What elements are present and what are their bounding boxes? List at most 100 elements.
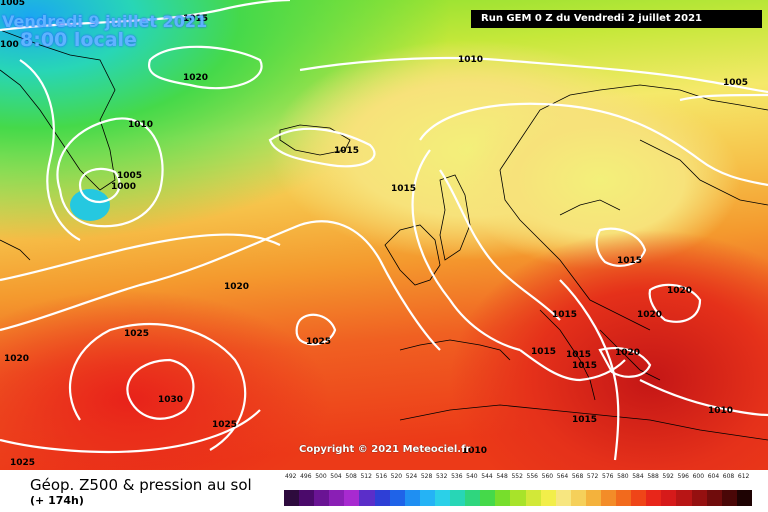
color-scale-label: 504 xyxy=(330,473,342,480)
color-scale-bar xyxy=(284,490,752,506)
isobar-label: 1010 xyxy=(128,120,153,130)
forecast-date: Vendredi 9 juillet 2021 xyxy=(2,12,208,31)
color-scale-label: 592 xyxy=(662,473,674,480)
chart-title: Géop. Z500 & pression au sol xyxy=(30,476,252,494)
color-scale-swatch xyxy=(631,490,647,506)
color-scale-labels: 492 496 500 504 508 512 516 520 524 528 532 536 540 5… xyxy=(284,473,752,483)
isobar-label: 1005 xyxy=(0,0,25,8)
color-scale-label: 608 xyxy=(722,473,735,480)
coastlines xyxy=(0,29,768,441)
color-scale-swatch xyxy=(691,490,707,506)
model-run-info: Run GEM 0 Z du Vendredi 2 juillet 2021 xyxy=(471,10,762,28)
isobar-label: 1025 xyxy=(124,329,149,339)
isobar-label: 1015 xyxy=(617,256,642,266)
weather-map: 1015 1010 1005 1020 1010 1005 1000 1015 … xyxy=(0,0,768,470)
color-scale-label: 492 xyxy=(285,473,297,480)
forecast-local-time: 8:00 locale xyxy=(20,29,137,51)
isobar-label: 1015 xyxy=(572,361,597,371)
isobar-label: 1025 xyxy=(212,420,237,430)
isobar-label: 1010 xyxy=(708,406,733,416)
isobar-label: 1015 xyxy=(334,146,359,156)
color-scale-label: 540 xyxy=(466,473,478,480)
isobar-label: 1020 xyxy=(183,73,208,83)
color-scale-label: 528 xyxy=(420,473,433,480)
isobar-label: 1000 xyxy=(111,182,136,192)
isobar-label: 1015 xyxy=(552,310,577,320)
color-scale-label: 536 xyxy=(451,473,463,480)
color-scale-swatch xyxy=(434,490,451,506)
isobar-label: 1025 xyxy=(306,337,331,347)
color-scale-label: 496 xyxy=(300,473,312,480)
isobar-label: 100 xyxy=(0,40,19,50)
color-scale-swatch xyxy=(374,490,390,506)
isobar-labels: 1015 1010 1005 1020 1010 1005 1000 1015 … xyxy=(0,0,748,468)
color-scale-swatch xyxy=(570,490,586,506)
color-scale-label: 568 xyxy=(571,473,584,480)
color-scale-label: 588 xyxy=(647,473,659,480)
color-scale: 492 496 500 504 508 512 516 520 524 528 532 536 540 5… xyxy=(284,473,752,507)
color-scale-swatch xyxy=(721,490,737,506)
color-scale-swatch xyxy=(646,490,662,506)
color-scale-swatch xyxy=(329,490,345,506)
color-scale-label: 552 xyxy=(511,473,523,480)
color-scale-label: 572 xyxy=(586,473,599,480)
isobar-label: 1020 xyxy=(615,348,640,358)
isobar-label: 1030 xyxy=(158,395,183,405)
color-scale-label: 500 xyxy=(315,473,327,480)
isobar-label: 1020 xyxy=(224,282,249,292)
color-scale-label: 612 xyxy=(737,473,750,480)
color-scale-label: 600 xyxy=(692,473,705,480)
color-scale-swatch xyxy=(736,490,752,506)
color-scale-swatch xyxy=(525,490,541,506)
color-scale-label: 556 xyxy=(526,473,538,480)
isobar-label: 1015 xyxy=(183,14,208,24)
color-scale-swatch xyxy=(585,490,601,506)
color-scale-swatch xyxy=(389,490,405,506)
color-scale-label: 596 xyxy=(677,473,689,480)
isobar-lines xyxy=(0,0,768,460)
color-scale-swatch xyxy=(600,490,617,506)
color-scale-label: 580 xyxy=(617,473,629,480)
color-scale-swatch xyxy=(419,490,435,506)
isobar-label: 1020 xyxy=(637,310,662,320)
color-scale-swatch xyxy=(404,490,420,506)
color-scale-label: 564 xyxy=(556,473,569,480)
color-scale-label: 512 xyxy=(360,473,372,480)
isobar-label: 1025 xyxy=(10,458,35,468)
color-scale-label: 604 xyxy=(707,473,720,480)
isobar-label: 1020 xyxy=(4,354,29,364)
color-scale-swatch xyxy=(465,490,481,506)
color-scale-swatch xyxy=(450,490,466,506)
copyright-text: Copyright © 2021 Meteociel.fr xyxy=(299,444,471,455)
isobar-label: 1010 xyxy=(462,446,487,456)
color-scale-swatch xyxy=(480,490,496,506)
color-scale-swatch xyxy=(284,490,300,506)
color-scale-label: 516 xyxy=(375,473,388,480)
color-scale-swatch xyxy=(359,490,375,506)
color-scale-label: 524 xyxy=(405,473,418,480)
color-scale-swatch xyxy=(314,490,330,506)
color-scale-swatch xyxy=(555,490,571,506)
color-scale-swatch xyxy=(510,490,526,506)
isobar-label: 1015 xyxy=(572,415,597,425)
geopotential-field: 1015 1010 1005 1020 1010 1005 1000 1015 … xyxy=(0,0,768,470)
color-scale-label: 548 xyxy=(496,473,508,480)
isobar-label: 1020 xyxy=(667,286,692,296)
color-scale-swatch xyxy=(661,490,677,506)
color-scale-swatch xyxy=(616,490,632,506)
color-scale-label: 508 xyxy=(345,473,357,480)
isobar-label: 1005 xyxy=(117,171,142,181)
isobar-label: 1010 xyxy=(458,55,483,65)
color-scale-swatch xyxy=(540,490,556,506)
isobar-label: 1015 xyxy=(391,184,416,194)
color-scale-swatch xyxy=(299,490,315,506)
color-scale-swatch xyxy=(676,490,692,506)
color-scale-swatch xyxy=(344,490,360,506)
color-scale-label: 532 xyxy=(435,473,448,480)
color-scale-swatch xyxy=(495,490,511,506)
color-scale-label: 576 xyxy=(602,473,614,480)
color-scale-label: 544 xyxy=(481,473,493,480)
isobar-label: 1005 xyxy=(723,78,748,88)
color-scale-label: 520 xyxy=(390,473,403,480)
legend-footer: Géop. Z500 & pression au sol (+ 174h) 49… xyxy=(0,470,768,512)
